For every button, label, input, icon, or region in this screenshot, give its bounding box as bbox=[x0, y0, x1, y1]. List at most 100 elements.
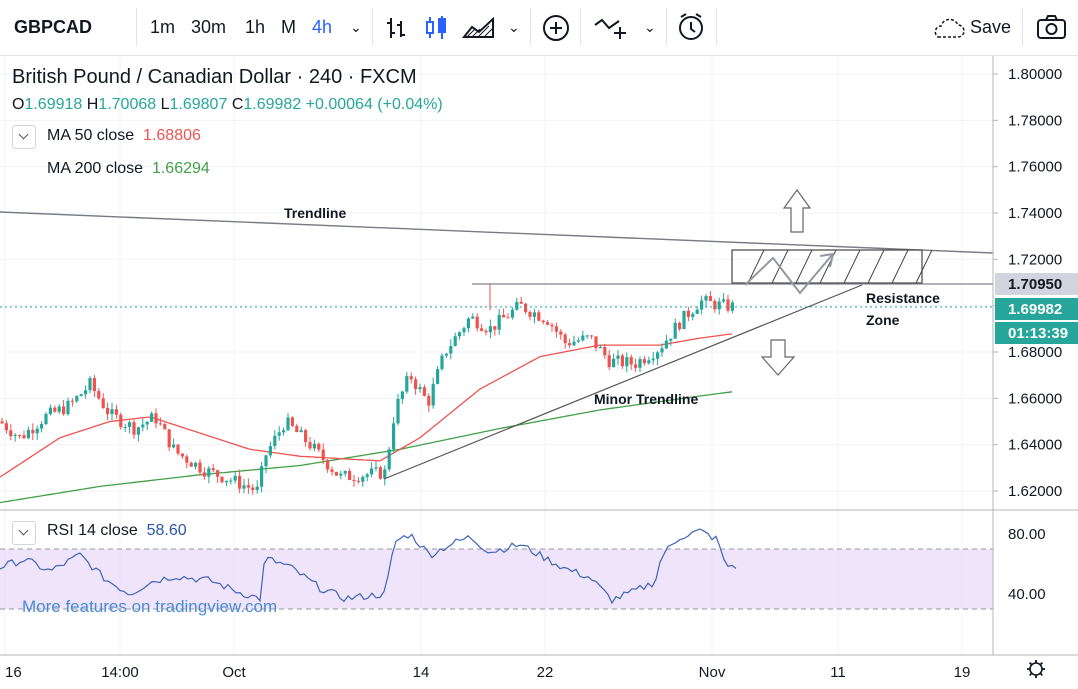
cloud-icon[interactable] bbox=[930, 17, 966, 41]
candle-body bbox=[163, 424, 167, 430]
toolbar-divider bbox=[666, 8, 667, 46]
watermark[interactable]: More features on tradingview.com bbox=[22, 597, 278, 616]
candle-body bbox=[361, 476, 365, 482]
bar-chart-icon[interactable] bbox=[384, 15, 410, 41]
candle-body bbox=[238, 475, 242, 489]
candle-body bbox=[9, 430, 13, 437]
ma200-line bbox=[0, 391, 733, 504]
candle-body bbox=[660, 348, 664, 353]
gear-tooth bbox=[1028, 672, 1033, 677]
ohlc-low-label: L bbox=[160, 96, 170, 113]
candle-body bbox=[264, 455, 268, 467]
candle-body bbox=[568, 343, 572, 346]
ohlc-open: 1.69918 bbox=[24, 96, 83, 113]
candle-body bbox=[708, 296, 712, 301]
candle-body bbox=[625, 357, 629, 367]
save-button[interactable]: Save bbox=[970, 17, 1012, 37]
candle-body bbox=[145, 421, 149, 425]
candle-body bbox=[607, 355, 611, 368]
interval-1h[interactable]: 1h bbox=[245, 17, 266, 37]
ohlc-close-label: C bbox=[231, 96, 244, 113]
candle-body bbox=[101, 398, 105, 408]
candle-body bbox=[150, 413, 154, 422]
candle-body bbox=[629, 357, 633, 365]
candle-body bbox=[106, 407, 110, 415]
candle-body bbox=[700, 300, 704, 310]
interval-4h[interactable]: 4h bbox=[312, 17, 333, 37]
candle-body bbox=[537, 312, 541, 321]
candle-body bbox=[334, 471, 338, 476]
candle-body bbox=[119, 414, 123, 428]
interval-1m[interactable]: 1m bbox=[150, 17, 176, 37]
minor-trendline bbox=[383, 284, 863, 480]
candle-body bbox=[70, 400, 74, 402]
area-chart-icon[interactable] bbox=[462, 15, 496, 41]
candle-body bbox=[339, 473, 343, 476]
candle-body bbox=[480, 328, 484, 331]
symbol-search[interactable]: GBPCAD bbox=[14, 17, 93, 37]
candle-body bbox=[594, 336, 598, 349]
gear-ring bbox=[1029, 662, 1043, 676]
candle-body bbox=[0, 421, 4, 424]
candle-body bbox=[13, 435, 17, 437]
candle-body bbox=[326, 460, 330, 470]
compare-dropdown-icon[interactable]: ⌄ bbox=[644, 19, 656, 35]
candle-body bbox=[392, 423, 396, 450]
candle-body bbox=[158, 423, 162, 425]
level-price-tag: 1.70950 bbox=[1008, 276, 1062, 293]
ma50-value: 1.68806 bbox=[143, 127, 201, 144]
candle-body bbox=[321, 449, 325, 461]
candle-body bbox=[581, 335, 585, 341]
candle-body bbox=[40, 424, 44, 429]
candle-body bbox=[431, 383, 435, 406]
candle-body bbox=[343, 471, 347, 474]
rsi-name: RSI 14 close bbox=[47, 522, 138, 539]
hatch-line bbox=[915, 249, 933, 284]
candle-body bbox=[717, 301, 721, 310]
candle-body bbox=[471, 316, 475, 319]
grid bbox=[0, 56, 1078, 655]
candle-body bbox=[365, 474, 369, 477]
ma200-legend[interactable]: MA 200 close 1.66294 bbox=[47, 160, 210, 178]
zigzag-projection bbox=[744, 254, 833, 295]
collapse-legend-button[interactable] bbox=[12, 125, 36, 149]
interval-M[interactable]: M bbox=[281, 17, 296, 37]
candle-body bbox=[282, 430, 286, 433]
interval-dropdown-icon[interactable]: ⌄ bbox=[350, 19, 362, 35]
candle-body bbox=[84, 390, 88, 395]
camera-icon[interactable] bbox=[1036, 13, 1068, 41]
candle-body bbox=[295, 425, 299, 433]
rsi-legend[interactable]: RSI 14 close 58.60 bbox=[47, 522, 187, 540]
add-indicator-icon[interactable] bbox=[541, 13, 571, 43]
interval-30m[interactable]: 30m bbox=[191, 17, 227, 37]
candle-body bbox=[726, 299, 730, 311]
candles-icon[interactable] bbox=[424, 15, 450, 41]
candle-body bbox=[458, 332, 462, 337]
candle-body bbox=[31, 429, 35, 434]
collapse-rsi-legend-button[interactable] bbox=[12, 521, 36, 545]
candle-body bbox=[317, 443, 321, 450]
hatch-line bbox=[843, 249, 861, 284]
candle-body bbox=[128, 422, 132, 427]
rsi-path bbox=[0, 528, 737, 605]
settings-gear-icon bbox=[1027, 660, 1045, 678]
time-tick-label: 14:00 bbox=[101, 664, 139, 681]
time-tick-label: 19 bbox=[954, 664, 971, 681]
ohlc-high: 1.70068 bbox=[98, 96, 157, 113]
ma50-legend[interactable]: MA 50 close 1.68806 bbox=[47, 127, 201, 145]
resistance-zone-box bbox=[731, 249, 923, 284]
price-tick-label: 1.80000 bbox=[1008, 66, 1062, 83]
candle-body bbox=[22, 435, 26, 439]
price-tick-label: 1.66000 bbox=[1008, 390, 1062, 407]
ohlc-open-label: O bbox=[12, 96, 25, 113]
alert-clock-icon[interactable] bbox=[676, 12, 708, 44]
candle-body bbox=[427, 395, 431, 406]
candle-body bbox=[673, 322, 677, 339]
candle-body bbox=[585, 335, 589, 337]
candle-body bbox=[528, 311, 532, 317]
candle-body bbox=[273, 435, 277, 447]
chart-type-dropdown-icon[interactable]: ⌄ bbox=[508, 19, 520, 35]
compare-icon[interactable] bbox=[593, 13, 629, 43]
axes: 1.80000 1.78000 1.76000 1.74000 1.72000 1.700… bbox=[0, 56, 1078, 681]
